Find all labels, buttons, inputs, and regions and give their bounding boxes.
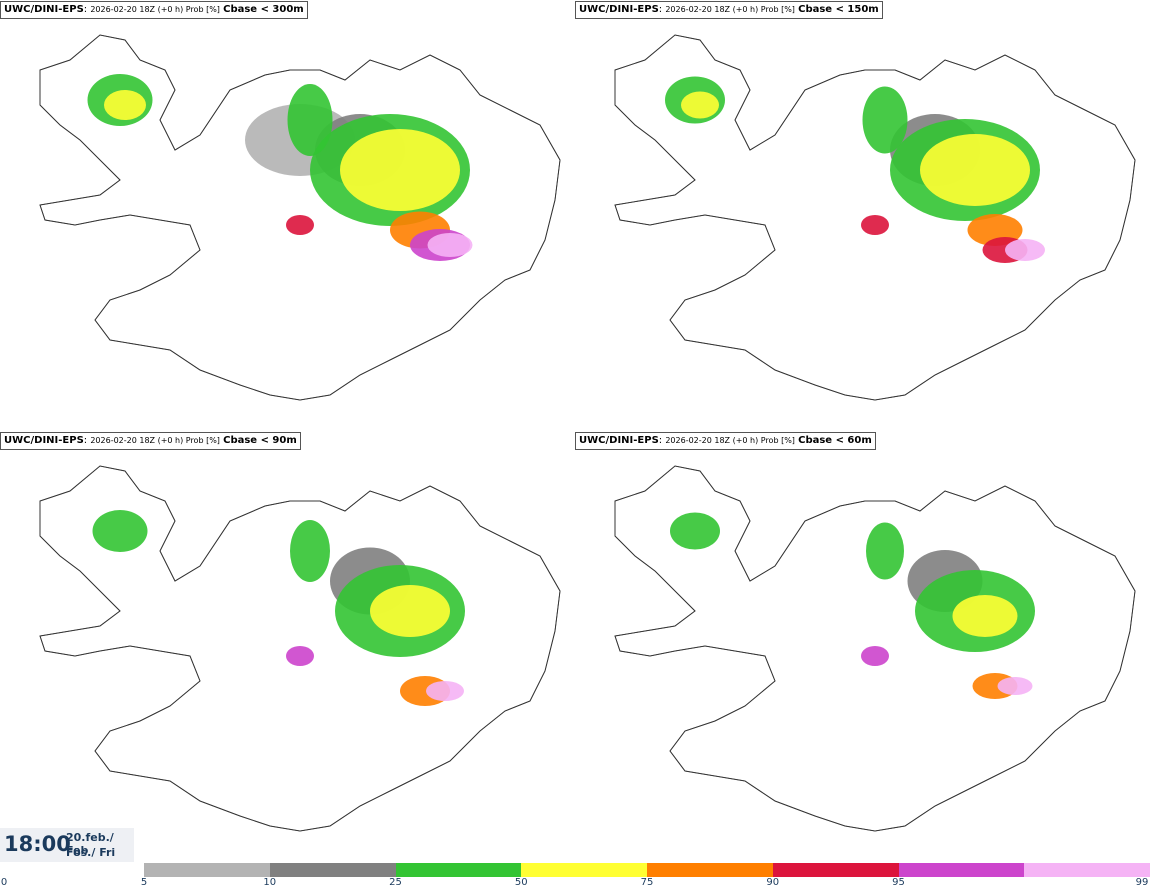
probability-area — [286, 215, 314, 235]
probability-area — [340, 129, 460, 211]
legend-tick-label: 95 — [892, 877, 905, 888]
legend-tick-label: 75 — [640, 877, 654, 888]
probability-area — [427, 233, 473, 257]
legend-tick-label: 99 — [1135, 877, 1149, 888]
probability-area — [670, 512, 720, 550]
probability-area — [92, 510, 148, 552]
map-canvas — [39, 34, 561, 401]
probability-area — [997, 677, 1033, 695]
valid-weekday: Fös./ Fri — [66, 846, 116, 859]
probability-area — [861, 646, 889, 666]
legend-swatch — [521, 863, 647, 877]
legend-swatch — [269, 863, 396, 877]
legend-swatch — [144, 863, 270, 877]
probability-area — [861, 215, 889, 235]
map-canvas — [614, 465, 1136, 832]
iceland-coastline-outline — [39, 465, 561, 832]
legend-tick-label: 0 — [0, 877, 8, 888]
map-canvas — [614, 34, 1136, 401]
map-panel-150m: UWC/DINI-EPS: 2026-02-20 18Z (+0 h) Prob… — [575, 0, 1150, 430]
color-legend — [144, 863, 1150, 877]
legend-swatch — [898, 863, 1025, 877]
iceland-coastline-outline — [39, 34, 561, 401]
probability-area — [290, 520, 330, 582]
iceland-coastline-outline — [614, 34, 1136, 401]
legend-swatch — [395, 863, 522, 877]
probability-area — [952, 595, 1018, 637]
probability-area — [426, 681, 464, 701]
map-panel-60m: UWC/DINI-EPS: 2026-02-20 18Z (+0 h) Prob… — [575, 431, 1150, 861]
probability-area — [920, 134, 1030, 206]
probability-area — [1005, 239, 1045, 261]
legend-tick-label: 25 — [389, 877, 402, 888]
legend-tick-label: 5 — [140, 877, 148, 888]
probability-area — [286, 646, 314, 666]
panel-title: UWC/DINI-EPS: 2026-02-20 18Z (+0 h) Prob… — [575, 1, 883, 19]
map-canvas — [39, 465, 561, 832]
panel-title: UWC/DINI-EPS: 2026-02-20 18Z (+0 h) Prob… — [575, 432, 876, 450]
legend-tick-label: 50 — [514, 877, 528, 888]
probability-area — [287, 84, 333, 156]
valid-time-clock: 18:00 — [4, 832, 71, 856]
legend-swatch — [647, 863, 773, 877]
valid-time-box: 18:00 20.feb./ Feb Fös./ Fri — [0, 828, 134, 862]
probability-area — [866, 522, 904, 580]
legend-tick-label: 90 — [766, 877, 780, 888]
legend-swatch — [1024, 863, 1150, 877]
probability-area — [104, 90, 146, 120]
probability-area — [681, 91, 719, 119]
probability-area — [370, 585, 450, 637]
map-panel-90m: UWC/DINI-EPS: 2026-02-20 18Z (+0 h) Prob… — [0, 431, 575, 861]
map-panel-300m: UWC/DINI-EPS: 2026-02-20 18Z (+0 h) Prob… — [0, 0, 575, 430]
legend-tick-label: 10 — [263, 877, 277, 888]
probability-area — [862, 86, 908, 154]
iceland-coastline-outline — [614, 465, 1136, 832]
valid-date: 20.feb./ Feb — [66, 831, 114, 857]
legend-swatch — [772, 863, 899, 877]
panel-title: UWC/DINI-EPS: 2026-02-20 18Z (+0 h) Prob… — [0, 432, 301, 450]
panel-title: UWC/DINI-EPS: 2026-02-20 18Z (+0 h) Prob… — [0, 1, 308, 19]
